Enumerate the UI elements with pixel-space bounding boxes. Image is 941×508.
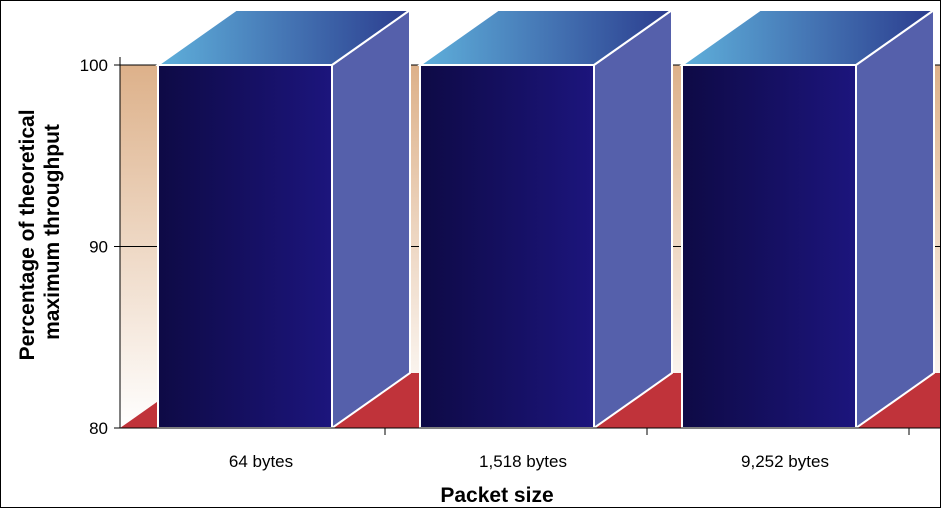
y-tick-label: 90 <box>89 238 108 257</box>
y-tick-label: 80 <box>89 419 108 438</box>
bar <box>154 8 414 430</box>
bars <box>154 8 938 430</box>
bar-front-face <box>419 64 595 429</box>
bar-side-face <box>855 8 935 430</box>
bar-front-face <box>157 64 333 429</box>
y-axis-title-line-2: maximum throughput <box>41 124 64 340</box>
axes <box>119 57 941 429</box>
bar-front-face <box>681 64 857 429</box>
y-tick-label: 100 <box>80 56 108 75</box>
x-ticks: 64 bytes 1,518 bytes 9,252 bytes <box>229 428 910 471</box>
x-tick-label: 9,252 bytes <box>741 452 829 471</box>
y-axis-title-line-1: Percentage of theoretical <box>16 109 39 360</box>
bar <box>678 8 938 430</box>
bar-side-face <box>593 8 673 430</box>
bar <box>416 8 676 430</box>
y-axis-title: Percentage of theoretical maximum throug… <box>16 104 64 361</box>
x-tick-label: 64 bytes <box>229 452 293 471</box>
x-tick-label: 1,518 bytes <box>479 452 567 471</box>
bar-side-face <box>331 8 411 430</box>
y-ticks: 80 90 100 <box>80 56 120 438</box>
x-axis-title: Packet size <box>440 484 553 507</box>
